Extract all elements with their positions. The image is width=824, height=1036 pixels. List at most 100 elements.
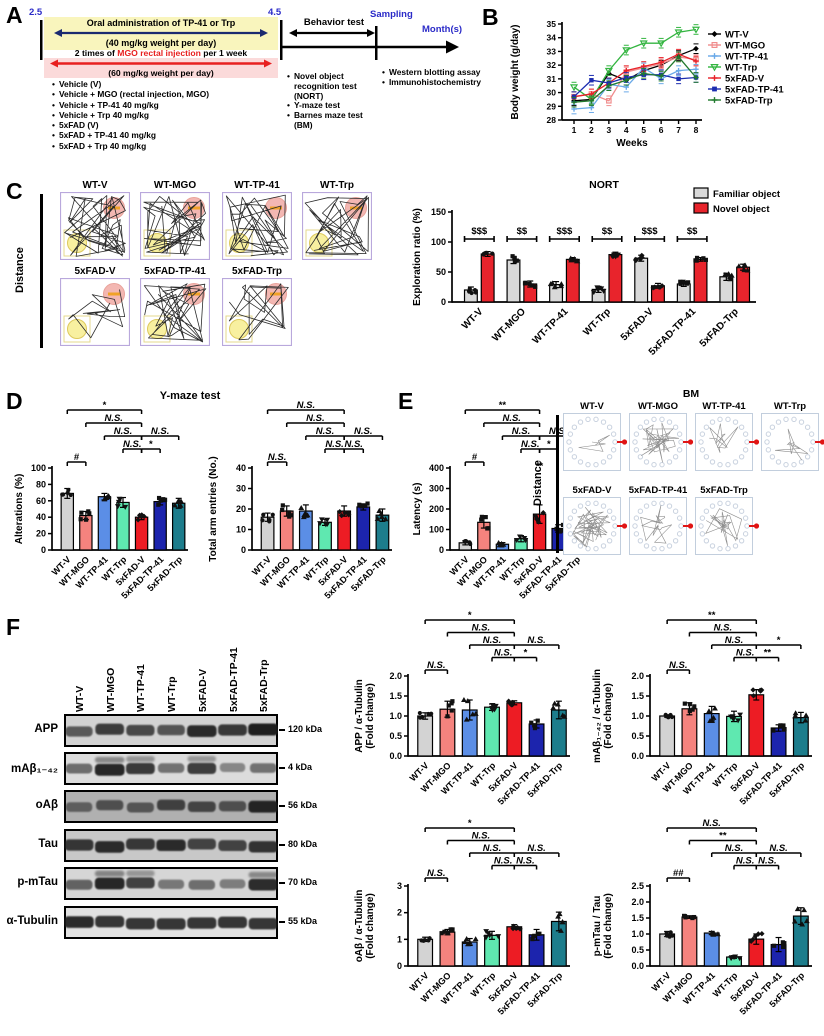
distance-label: Distance [14,247,26,293]
familiar-object [229,319,249,339]
behavior-test-item: • Y-maze test [287,100,341,111]
svg-text:10: 10 [236,525,246,535]
mgo-dose-box: (60 mg/kg weight per day) [44,58,278,78]
svg-text:100: 100 [431,237,446,247]
bar [356,506,371,551]
svg-text:200: 200 [429,504,444,514]
bullet: • [52,130,55,141]
sampling-label: Sampling [370,9,413,20]
blot-strip [64,867,278,900]
svg-text:20: 20 [36,529,46,539]
track-label: 5xFAD-V [74,266,116,277]
mab-svg: 0.0 0.5 1.0 1.5 2.0 mAβ₁₋₄₂ / α-Tubulin (Fold … [592,610,812,807]
svg-text:N.S.: N.S. [123,439,141,450]
behavior-tests-list: • Novel object recognition test (NORT) • Y-… [287,71,389,131]
blot-protein-label: APP [34,723,58,735]
svg-text:N.S.: N.S. [736,856,754,867]
treatment-group-item: • Vehicle + MGO (rectal injection, MGO) [52,89,210,100]
x-category-label: WT-Trp [581,306,613,338]
blot-lane-label: WT-TP-41 [135,664,148,712]
svg-text:N.S.: N.S. [297,400,315,411]
kda-label: 4 kDa [288,762,313,772]
arm-entries-chart: 0 10 20 30 40 Total arm entries (No.) N.S. N.S.… [196,398,400,618]
svg-text:34: 34 [547,33,557,43]
svg-text:*: * [547,439,551,450]
svg-text:1: 1 [572,125,577,135]
bm-track [761,413,824,471]
blot-band [96,800,124,811]
svg-text:#: # [74,452,80,463]
mgo-text-pre: 2 times of [74,48,118,58]
trajectory [64,195,126,257]
svg-text:0.5: 0.5 [631,731,644,741]
bar [681,916,698,967]
bm-track [695,497,762,555]
kda-label: 70 kDa [288,877,318,887]
blot-band [219,879,246,889]
track-label: WT-V [82,180,108,191]
svg-text:N.S.: N.S. [702,818,720,829]
svg-text:7: 7 [676,125,681,135]
svg-text:##: ## [673,868,684,879]
legend-label: 5xFAD-V [725,74,765,85]
svg-text:1.5: 1.5 [631,913,644,923]
svg-text:p-mTau / Tau: p-mTau / Tau [592,896,603,957]
bar [506,259,521,303]
svg-text:60: 60 [36,496,46,506]
bullet: • [52,99,55,110]
blot-strip [64,790,278,823]
mab-chart: 0.0 0.5 1.0 1.5 2.0 mAβ₁₋₄₂ / α-Tubulin (Fold … [584,610,822,826]
track-label: 5xFAD-Trp [231,266,282,277]
blot-lane-label: WT-V [74,685,86,712]
svg-text:0: 0 [441,297,446,307]
svg-text:N.S.: N.S. [512,426,530,437]
svg-text:80: 80 [36,479,46,489]
bullet: • [52,140,55,151]
svg-text:2: 2 [589,125,594,135]
bm-track-label: 5xFAD-V [572,485,612,496]
blot-strip [64,752,278,785]
trajectory [640,422,680,463]
svg-text:N.S.: N.S. [472,831,490,842]
bullet: • [382,67,385,77]
open-field-track [140,192,210,260]
behavior-test-arrow [287,28,377,38]
bm-track-label: WT-MGO [637,401,679,412]
bm-track [563,413,630,471]
bm-track-label: 5xFAD-TP-41 [628,485,688,496]
bar [608,253,623,303]
bar [703,932,720,967]
svg-text:0: 0 [397,961,402,971]
kda-label: 80 kDa [288,839,318,849]
x-category-label: WT-TP-41 [531,306,571,346]
open-field-track [222,278,292,346]
mgo-injection-text: 2 times of MGO rectal injection per 1 we… [44,48,278,58]
svg-text:100: 100 [31,463,46,473]
bar [60,492,75,551]
blot-band [218,801,247,812]
svg-text:300: 300 [429,484,444,494]
legend-swatch [693,187,709,199]
mgo-text-red: MGO rectal injection [117,48,201,58]
bm-track [695,413,762,471]
svg-text:Exploration ratio (%): Exploration ratio (%) [412,208,423,306]
svg-text:N.S.: N.S. [427,660,445,671]
bar [134,516,149,551]
svg-text:N.S.: N.S. [521,439,539,450]
trajectory [143,283,207,343]
svg-text:1.0: 1.0 [631,711,644,721]
blot-band [126,838,155,850]
pmtau-chart: 0.0 0.5 1.0 1.5 2.0 2.5 p-mTau / Tau (Fold chan… [584,818,822,1036]
svg-text:6: 6 [659,125,664,135]
timeline-start-month: 2.5 [29,7,43,18]
trajectory [572,507,611,548]
kda-label: 120 kDa [288,724,323,734]
svg-text:*: * [524,648,528,659]
svg-text:N.S.: N.S. [669,660,687,671]
bar [484,706,500,757]
bullet: • [287,100,290,111]
blot-lane-label: 5xFAD-Trp [258,659,271,712]
blot-band [94,763,125,776]
